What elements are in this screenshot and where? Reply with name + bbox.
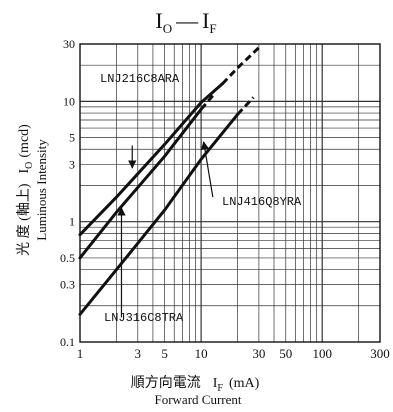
title-symbol-if: I bbox=[202, 8, 209, 33]
y-axis-label: 光 度 (軸上) IO (mcd) bbox=[16, 124, 35, 256]
grid-lines bbox=[80, 44, 380, 342]
x-tick-label: 10 bbox=[195, 346, 208, 361]
plot-frame bbox=[79, 43, 381, 343]
series-solid-line bbox=[78, 82, 224, 237]
title-subscript-o: O bbox=[163, 21, 172, 36]
y-axis-label-group: 光 度 (軸上) IO (mcd) bbox=[16, 124, 35, 256]
series-dashed-line bbox=[199, 93, 216, 111]
y-tick-label: 1 bbox=[69, 215, 75, 229]
x-axis-symbol: I bbox=[213, 376, 218, 391]
y-axis-label-jp: 光 度 (軸上) bbox=[16, 183, 32, 256]
y-tick-label: 5 bbox=[69, 131, 75, 145]
x-axis-unit: (mA) bbox=[229, 376, 260, 391]
series-solid-line bbox=[78, 112, 240, 316]
x-tick-label: 100 bbox=[312, 346, 332, 361]
series-label: LNJ416Q8YRA bbox=[222, 195, 302, 209]
title-dash: — bbox=[175, 8, 199, 33]
x-tick-label: 300 bbox=[370, 346, 390, 361]
series-lnj416q8yra: LNJ416Q8YRA bbox=[78, 96, 302, 316]
y-axis-subscript: O bbox=[24, 162, 35, 169]
y-tick-label: 0.3 bbox=[60, 278, 75, 292]
series-pointer-arrow bbox=[200, 141, 214, 198]
y-tick-label: 10 bbox=[63, 94, 75, 108]
series-lnj216c8ara: LNJ216C8ARA bbox=[78, 46, 260, 237]
title-symbol-io: I bbox=[155, 8, 162, 33]
y-tick-label: 0.5 bbox=[60, 251, 75, 265]
y-axis-symbol: I bbox=[17, 169, 32, 174]
y-axis-unit: (mcd) bbox=[17, 124, 32, 158]
x-tick-label: 5 bbox=[161, 346, 168, 361]
y-tick-label: 3 bbox=[69, 157, 75, 171]
x-axis-label: 順方向電流 IF (mA) bbox=[131, 375, 260, 394]
series-solid-line bbox=[78, 107, 203, 260]
x-tick-label: 50 bbox=[279, 346, 292, 361]
tick-labels: 1 3 5 10 30 50 100 300 0.1 0.3 0.5 1 3 5 10 30 bbox=[60, 37, 390, 361]
data-series: LNJ216C8ARA LNJ316C8TRA LNJ416Q8YRA bbox=[78, 46, 302, 325]
series-dashed-line bbox=[221, 46, 260, 85]
series-dashed-line bbox=[236, 96, 255, 116]
y-axis-label-en: Luminous Intensity bbox=[34, 139, 49, 241]
x-axis-label-en: Forward Current bbox=[154, 392, 241, 407]
chart-title: IO — IF bbox=[155, 8, 216, 36]
x-axis-label-jp: 順方向電流 bbox=[131, 375, 201, 391]
x-axis-subscript: F bbox=[217, 383, 223, 394]
y-tick-label: 30 bbox=[63, 37, 75, 51]
title-subscript-f: F bbox=[209, 21, 216, 36]
x-tick-label: 1 bbox=[77, 346, 84, 361]
x-tick-label: 3 bbox=[135, 346, 142, 361]
series-label: LNJ316C8TRA bbox=[104, 311, 184, 325]
series-label: LNJ216C8ARA bbox=[100, 72, 180, 86]
y-tick-label: 0.1 bbox=[60, 335, 75, 349]
x-tick-label: 30 bbox=[252, 346, 265, 361]
y-axis-label-en-group: Luminous Intensity bbox=[34, 139, 49, 241]
series-lnj316c8tra: LNJ316C8TRA bbox=[78, 93, 216, 325]
